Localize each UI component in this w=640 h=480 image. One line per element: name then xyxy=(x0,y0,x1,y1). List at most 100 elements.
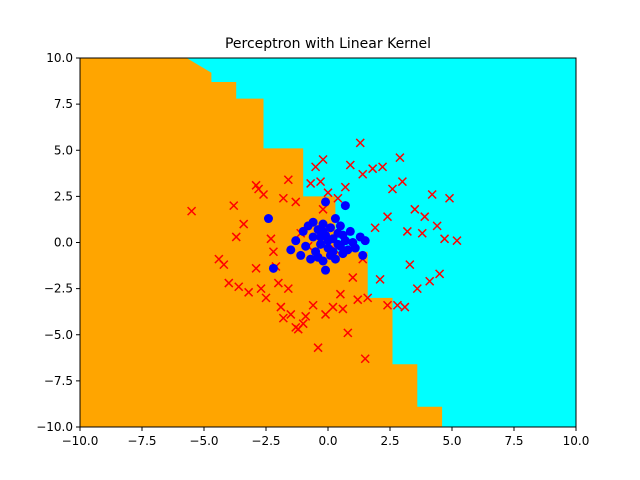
data-point-x-78 xyxy=(395,153,405,163)
y-tick-label-2: −5.0 xyxy=(44,328,73,342)
data-point-x-9 xyxy=(251,263,261,273)
data-point-circle-29 xyxy=(345,226,355,236)
data-point-circle-39 xyxy=(328,247,338,257)
y-tick-label-5: 2.5 xyxy=(54,189,73,203)
marker-layer xyxy=(187,138,462,364)
data-point-x-0 xyxy=(187,206,197,216)
data-point-x-65 xyxy=(440,234,450,244)
data-point-x-10 xyxy=(256,284,266,294)
x-tick-label-2: −5.0 xyxy=(189,434,218,448)
data-point-x-6 xyxy=(239,219,249,229)
data-point-x-7 xyxy=(244,287,254,297)
data-point-x-26 xyxy=(301,311,311,321)
data-point-circle-1 xyxy=(268,263,278,273)
x-tick-label-8: 10.0 xyxy=(563,434,590,448)
data-point-x-29 xyxy=(308,300,318,310)
y-tick-label-3: −2.5 xyxy=(44,282,73,296)
data-point-x-35 xyxy=(328,302,338,312)
data-point-x-68 xyxy=(313,343,323,353)
data-point-circle-9 xyxy=(308,232,318,242)
data-point-x-42 xyxy=(353,295,363,305)
data-point-circle-12 xyxy=(316,239,326,249)
data-point-circle-24 xyxy=(335,221,345,231)
data-point-x-17 xyxy=(276,302,286,312)
data-point-circle-3 xyxy=(291,236,301,246)
x-tick-label-3: −2.5 xyxy=(251,434,280,448)
data-point-circle-43 xyxy=(338,230,348,240)
data-point-x-70 xyxy=(343,328,353,338)
data-point-circle-27 xyxy=(340,201,350,211)
data-point-x-71 xyxy=(298,319,308,329)
data-point-x-5 xyxy=(234,282,244,292)
data-point-circle-31 xyxy=(350,243,360,253)
data-point-x-47 xyxy=(370,223,380,233)
data-point-x-21 xyxy=(283,284,293,294)
data-point-x-76 xyxy=(358,169,368,179)
data-point-x-39 xyxy=(340,182,350,192)
data-point-x-12 xyxy=(261,293,271,303)
plot-area xyxy=(80,58,576,427)
data-point-circle-0 xyxy=(263,214,273,224)
data-point-x-59 xyxy=(417,228,427,238)
data-point-x-64 xyxy=(435,269,445,279)
data-point-x-73 xyxy=(291,197,301,207)
x-tick-label-7: 7.5 xyxy=(504,434,523,448)
y-tick-label-4: 0.0 xyxy=(54,236,73,250)
data-point-circle-37 xyxy=(308,217,318,227)
data-point-x-61 xyxy=(425,276,435,286)
data-point-x-49 xyxy=(382,212,393,222)
data-point-circle-35 xyxy=(321,197,331,207)
y-tick-label-7: 7.5 xyxy=(54,97,73,111)
data-point-x-18 xyxy=(278,313,288,323)
data-point-x-14 xyxy=(268,247,278,257)
x-axis: −10.0 −7.5 −5.0 −2.5 0.0 2.5 5.0 7.5 10.0 xyxy=(62,427,590,448)
data-point-x-54 xyxy=(400,302,410,312)
data-point-x-69 xyxy=(360,354,370,364)
data-point-x-63 xyxy=(432,221,442,231)
data-point-x-72 xyxy=(254,184,264,194)
y-tick-label-0: −10.0 xyxy=(36,420,73,434)
data-point-x-50 xyxy=(382,300,393,310)
negative-region xyxy=(80,58,443,427)
x-tick-label-5: 2.5 xyxy=(380,434,399,448)
y-tick-label-6: 5.0 xyxy=(54,143,73,157)
data-point-circle-28 xyxy=(343,245,353,255)
data-point-x-16 xyxy=(273,278,283,288)
data-point-x-57 xyxy=(410,204,420,214)
data-point-x-19 xyxy=(278,193,288,203)
y-axis: −10.0 −7.5 −5.0 −2.5 0.0 2.5 5.0 7.5 10.0 xyxy=(36,51,80,434)
data-point-circle-21 xyxy=(330,214,340,224)
data-point-circle-2 xyxy=(286,245,296,255)
data-point-x-33 xyxy=(320,309,331,319)
x-tick-label-6: 5.0 xyxy=(442,434,461,448)
data-point-circle-13 xyxy=(318,219,328,229)
data-point-x-4 xyxy=(231,232,241,242)
data-point-circle-40 xyxy=(323,236,333,246)
data-point-circle-36 xyxy=(321,265,331,275)
data-point-circle-8 xyxy=(306,254,316,264)
data-point-circle-33 xyxy=(358,250,368,260)
data-point-x-62 xyxy=(427,189,437,200)
data-point-x-58 xyxy=(412,284,422,294)
x-tick-label-1: −7.5 xyxy=(127,434,156,448)
data-point-x-31 xyxy=(316,177,326,187)
data-point-x-75 xyxy=(333,193,343,203)
y-tick-label-1: −7.5 xyxy=(44,374,73,388)
data-point-circle-34 xyxy=(360,236,370,246)
data-point-x-32 xyxy=(318,154,328,165)
data-point-circle-44 xyxy=(316,232,326,242)
x-tick-label-4: 0.0 xyxy=(318,434,337,448)
data-point-x-28 xyxy=(306,178,316,188)
data-point-x-74 xyxy=(318,204,328,214)
data-point-x-46 xyxy=(368,164,378,174)
data-point-x-13 xyxy=(266,234,276,244)
data-point-x-43 xyxy=(355,138,365,148)
data-point-x-56 xyxy=(405,260,415,270)
data-point-x-3 xyxy=(229,201,239,211)
data-point-x-51 xyxy=(387,184,398,194)
data-point-circle-4 xyxy=(296,250,306,260)
x-tick-label-0: −10.0 xyxy=(62,434,99,448)
data-point-x-67 xyxy=(452,236,462,246)
data-point-x-53 xyxy=(397,177,407,187)
